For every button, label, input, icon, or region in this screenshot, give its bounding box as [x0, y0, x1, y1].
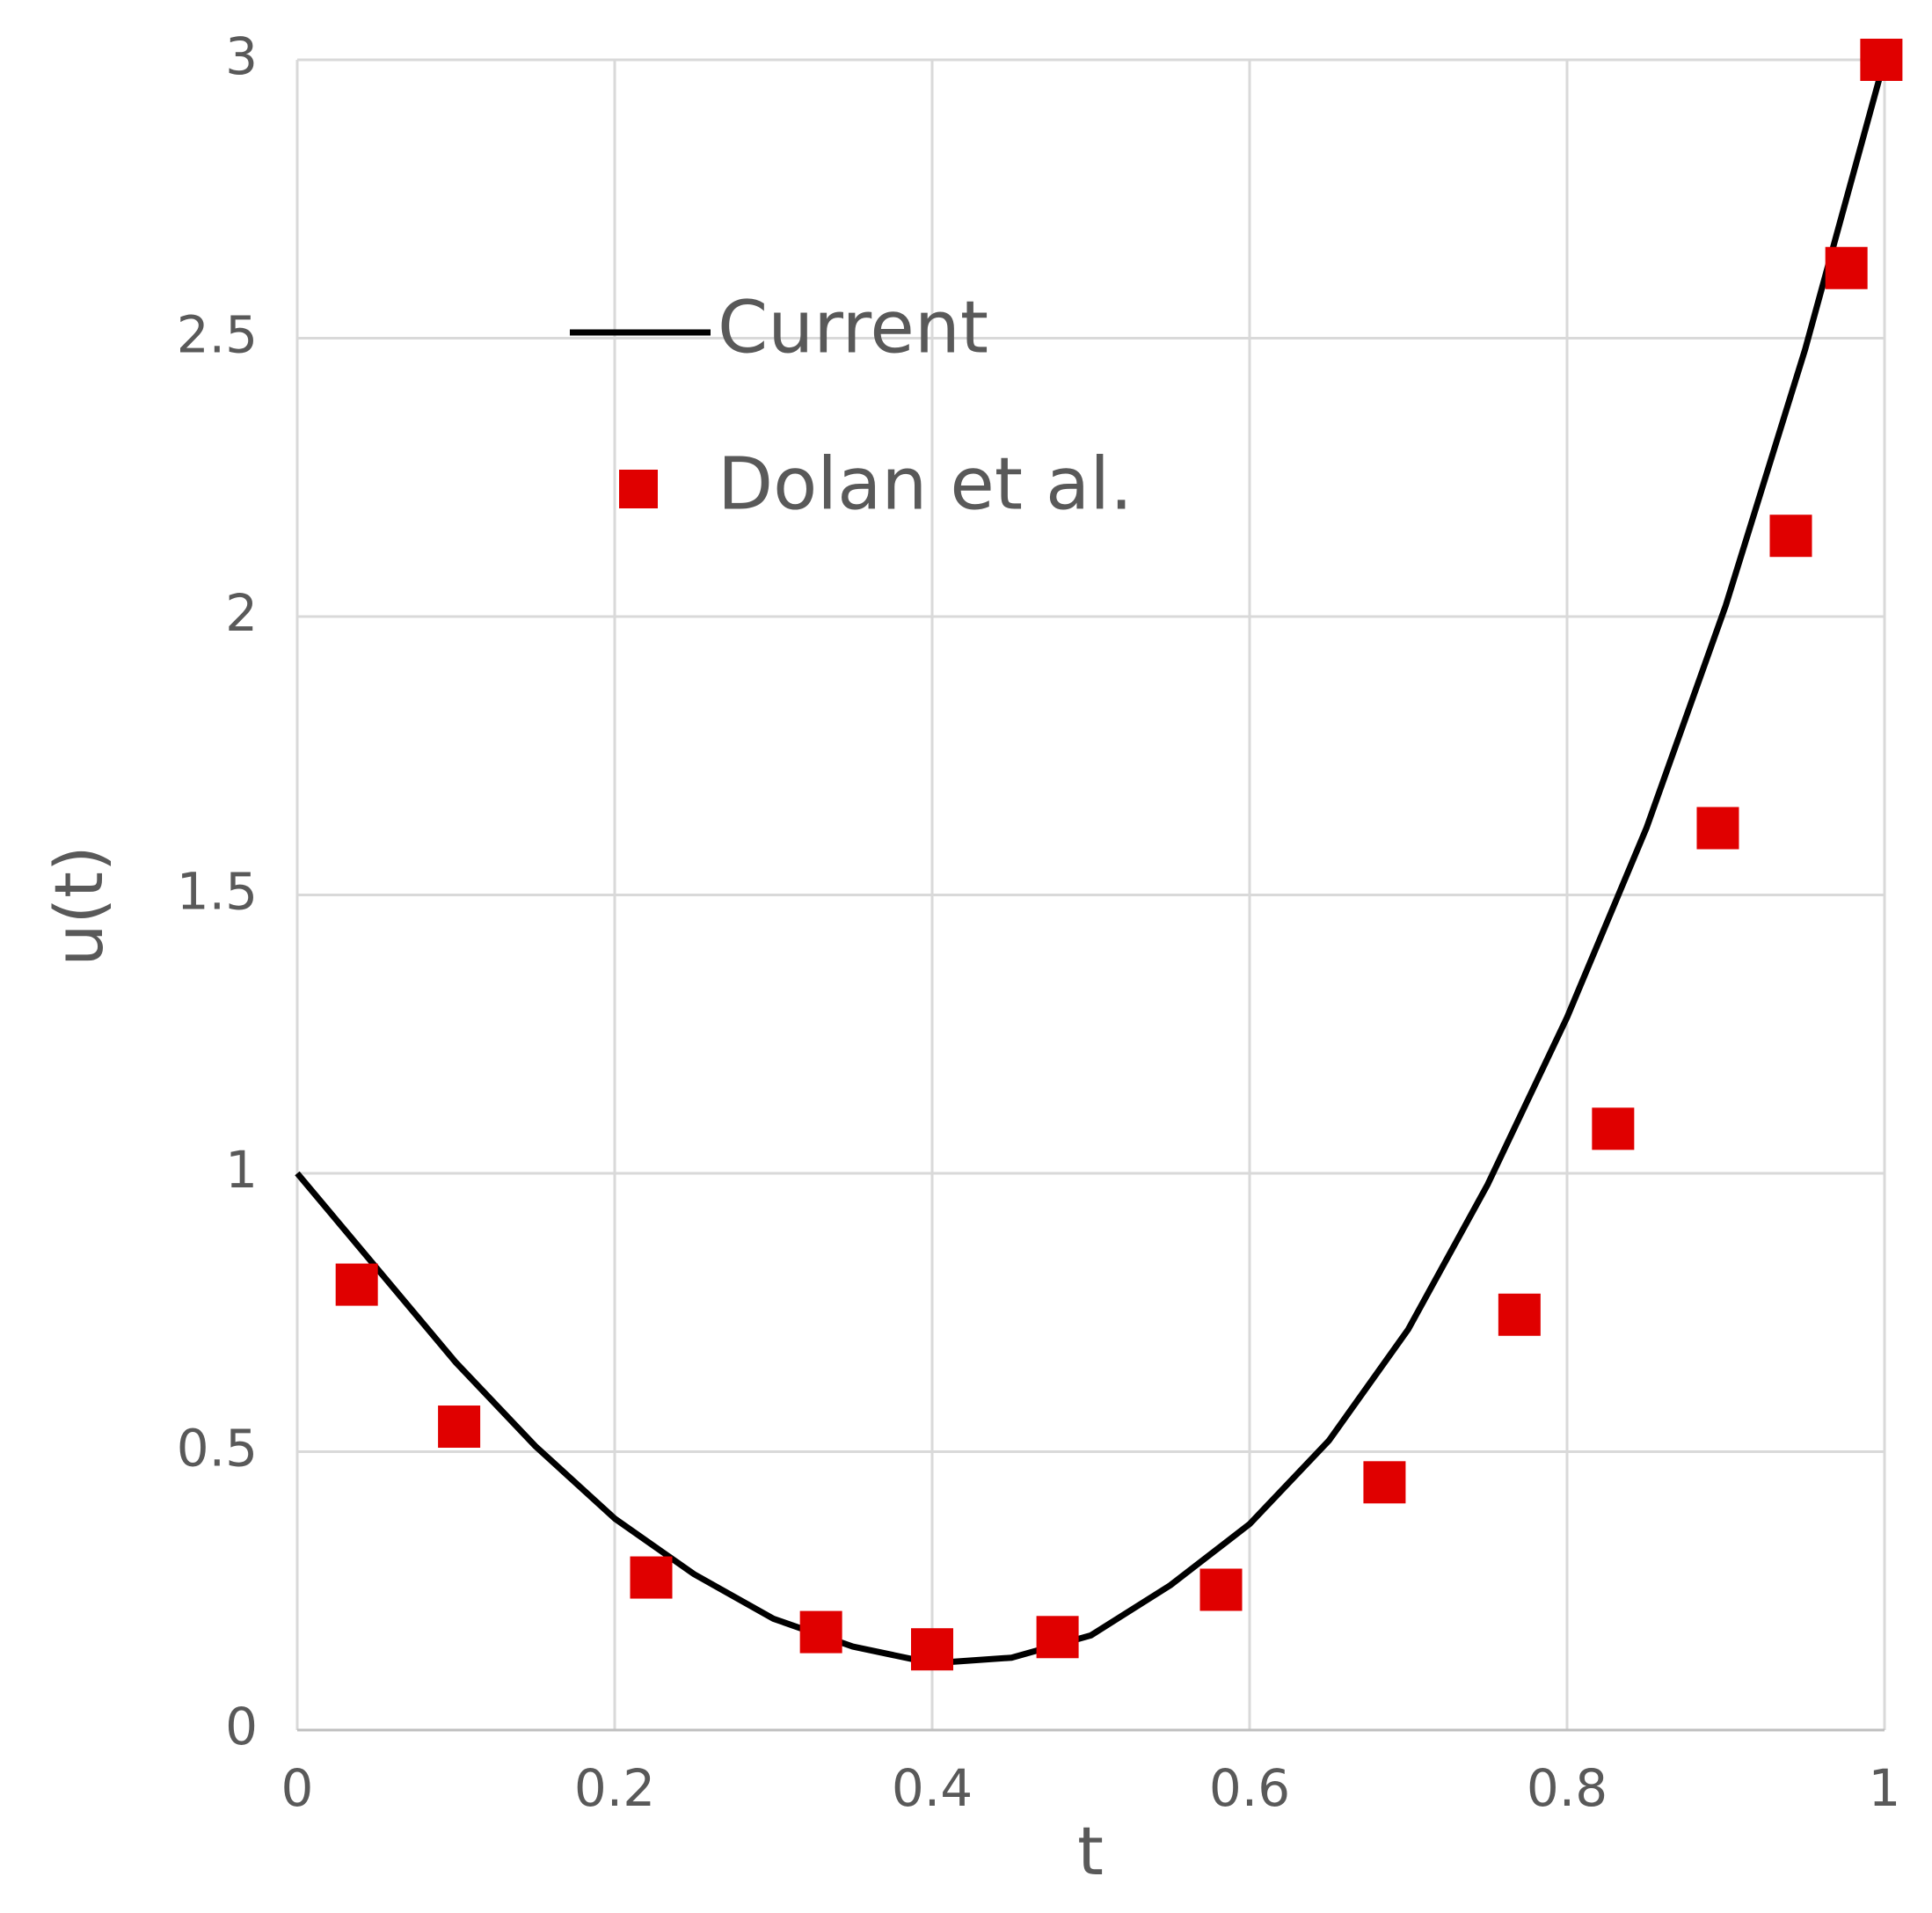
- marker: [1498, 1293, 1541, 1336]
- marker: [1036, 1616, 1079, 1659]
- x-tick-label: 0: [281, 1758, 314, 1818]
- x-tick-label: 1: [1869, 1758, 1901, 1818]
- marker: [911, 1628, 953, 1671]
- marker: [335, 1263, 378, 1306]
- y-tick-label: 1.5: [177, 862, 258, 922]
- marker: [1769, 515, 1812, 558]
- x-tick-label: 0.6: [1209, 1758, 1290, 1818]
- legend-swatch: [619, 470, 658, 508]
- marker: [799, 1610, 842, 1654]
- y-tick-label: 0.5: [177, 1419, 258, 1479]
- y-tick-label: 0: [225, 1697, 258, 1756]
- marker: [438, 1406, 481, 1449]
- marker: [1592, 1107, 1635, 1150]
- legend-label: Current: [718, 286, 988, 369]
- marker: [1363, 1461, 1406, 1504]
- x-tick-label: 0.4: [892, 1758, 973, 1818]
- marker: [1199, 1568, 1243, 1611]
- y-tick-label: 2.5: [177, 305, 258, 365]
- marker: [630, 1556, 673, 1599]
- marker: [1860, 39, 1903, 81]
- x-axis-label: t: [1077, 1812, 1104, 1890]
- x-tick-label: 0.8: [1527, 1758, 1608, 1818]
- x-tick-label: 0.2: [574, 1758, 655, 1818]
- y-axis-label: u(t): [40, 845, 118, 966]
- marker: [1825, 246, 1868, 289]
- y-tick-label: 1: [225, 1140, 258, 1200]
- marker: [1696, 807, 1739, 850]
- legend-label: Dolan et al.: [718, 442, 1133, 526]
- line: [295, 59, 1888, 1667]
- y-tick-label: 2: [225, 583, 258, 643]
- y-tick-label: 3: [225, 26, 258, 86]
